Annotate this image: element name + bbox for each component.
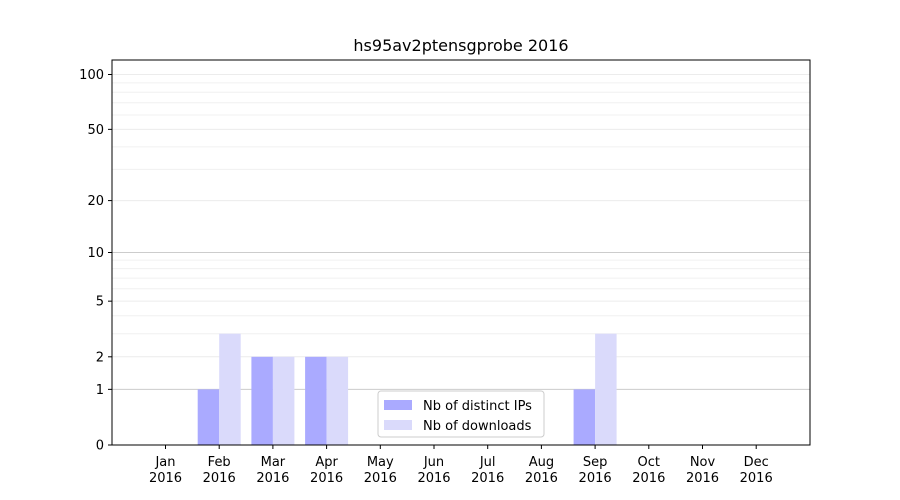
x-tick-label: Jul bbox=[479, 455, 496, 470]
legend-swatch bbox=[384, 400, 412, 410]
bar-distinct-ips bbox=[251, 356, 273, 445]
legend-box bbox=[377, 390, 545, 438]
bar-downloads bbox=[326, 356, 349, 445]
x-tick-label: Apr bbox=[315, 455, 338, 470]
bar-downloads bbox=[272, 356, 295, 445]
y-tick-label: 5 bbox=[96, 295, 104, 310]
y-tick-label: 50 bbox=[87, 123, 104, 138]
x-tick-label: 2016 bbox=[579, 471, 612, 486]
x-tick-label: Jan bbox=[154, 455, 175, 470]
x-tick-label: 2016 bbox=[364, 471, 397, 486]
x-tick-label: Aug bbox=[529, 455, 554, 470]
y-tick-label: 20 bbox=[87, 194, 104, 209]
bars bbox=[197, 333, 617, 445]
x-tick-label: Nov bbox=[690, 455, 716, 470]
bar-downloads bbox=[595, 333, 617, 445]
bar-distinct-ips bbox=[573, 389, 596, 445]
legend-label: Nb of downloads bbox=[423, 419, 532, 434]
x-tick-label: 2016 bbox=[525, 471, 558, 486]
x-tick-label: 2016 bbox=[256, 471, 289, 486]
x-tick-label: 2016 bbox=[740, 471, 773, 486]
x-tick-label: Dec bbox=[744, 455, 769, 470]
bar-downloads bbox=[219, 333, 241, 445]
legend-label: Nb of distinct IPs bbox=[423, 399, 532, 414]
bar-distinct-ips bbox=[305, 356, 327, 445]
x-tick-label: 2016 bbox=[471, 471, 504, 486]
x-axis: Jan2016Feb2016Mar2016Apr2016May2016Jun20… bbox=[149, 445, 773, 486]
x-tick-label: May bbox=[367, 455, 394, 470]
x-tick-label: 2016 bbox=[417, 471, 450, 486]
x-tick-label: Mar bbox=[261, 455, 286, 470]
y-tick-label: 0 bbox=[96, 439, 104, 454]
bar-distinct-ips bbox=[197, 389, 220, 445]
x-tick-label: 2016 bbox=[149, 471, 182, 486]
y-tick-label: 1 bbox=[96, 383, 104, 398]
x-tick-label: 2016 bbox=[686, 471, 719, 486]
legend-swatch bbox=[384, 420, 412, 430]
y-axis: 0 1 2 5 10 20 50 100 bbox=[79, 68, 112, 454]
y-tick-label: 2 bbox=[96, 350, 104, 365]
y-tick-label: 10 bbox=[87, 246, 104, 261]
x-tick-label: Feb bbox=[208, 455, 231, 470]
x-tick-label: Oct bbox=[638, 455, 660, 470]
x-tick-label: Sep bbox=[583, 455, 608, 470]
x-tick-label: 2016 bbox=[203, 471, 236, 486]
chart-title: hs95av2ptensgprobe 2016 bbox=[353, 36, 568, 55]
x-tick-label: 2016 bbox=[632, 471, 665, 486]
x-tick-label: 2016 bbox=[310, 471, 343, 486]
legend: Nb of distinct IPs Nb of downloads bbox=[377, 390, 545, 438]
y-tick-label: 100 bbox=[79, 68, 104, 83]
x-tick-label: Jun bbox=[423, 455, 444, 470]
